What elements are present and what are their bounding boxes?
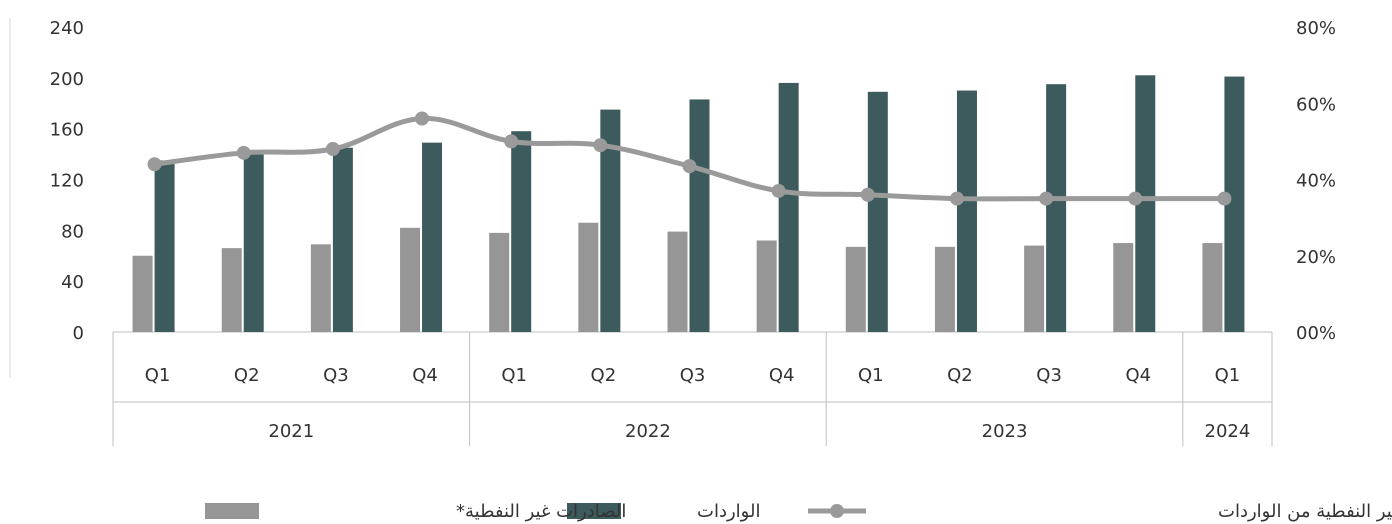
bar-non-oil-exports (934, 246, 955, 332)
ratio-point (1039, 191, 1054, 206)
bar-imports (1135, 75, 1156, 333)
ratio-point (593, 138, 608, 153)
right-tick-label: 40% (1296, 171, 1336, 192)
left-tick-label: 200 (50, 69, 84, 90)
left-tick-label: 0 (73, 323, 84, 344)
legend-label-ratio: نسبة الصادرات غير النفطية من الواردات (1218, 501, 1392, 522)
ratio-point (147, 157, 162, 172)
ratio-point (860, 187, 875, 202)
right-tick-label: 00% (1296, 323, 1336, 344)
bar-imports (689, 99, 710, 332)
bar-non-oil-exports (1202, 243, 1223, 332)
bar-imports (778, 82, 799, 333)
bar-non-oil-exports (756, 240, 777, 332)
bar-imports (867, 91, 888, 332)
ratio-point (771, 183, 786, 198)
quarter-label: Q1 (501, 365, 527, 386)
bar-non-oil-exports (1024, 245, 1045, 332)
left-tick-label: 160 (50, 120, 84, 141)
year-label: 2023 (982, 421, 1028, 442)
category-axis: Q1 Q2 Q3 Q4 Q1 Q2 Q3 Q4 Q1 Q2 Q3 Q4 Q1 2021 2022 2023 20… (145, 332, 1251, 446)
quarter-label: Q3 (323, 365, 349, 386)
bar-non-oil-exports (578, 222, 599, 332)
bar-imports (243, 152, 264, 332)
left-tick-label: 240 (50, 18, 84, 39)
bar-non-oil-exports (1113, 243, 1134, 332)
legend: نسبة الصادرات غير النفطية من الواردات الو… (205, 501, 1392, 522)
bar-non-oil-exports (132, 255, 153, 332)
ratio-point (325, 142, 340, 156)
legend-label-imports: الواردات (697, 501, 760, 522)
bars (132, 75, 1245, 333)
ratio-point (682, 159, 697, 174)
bar-imports (154, 160, 175, 332)
ratio-point (1128, 191, 1143, 206)
legend-marker-ratio (830, 504, 844, 518)
quarter-label: Q1 (145, 365, 171, 386)
legend-label-exports: الصادرات غير النفطية* (456, 501, 626, 522)
year-label: 2024 (1205, 421, 1251, 442)
year-label: 2022 (625, 421, 671, 442)
ratio-line (147, 111, 1232, 206)
quarter-label: Q1 (858, 365, 884, 386)
bar-imports (422, 142, 443, 332)
bar-non-oil-exports (667, 231, 688, 332)
legend-swatch-exports (205, 503, 259, 519)
quarter-label: Q2 (234, 365, 260, 386)
bar-imports (1224, 76, 1245, 332)
bar-imports (511, 131, 532, 332)
quarter-label: Q3 (1036, 365, 1062, 386)
ratio-point (1217, 191, 1232, 206)
bar-non-oil-exports (310, 244, 331, 332)
quarter-label: Q2 (591, 365, 617, 386)
right-tick-label: 60% (1296, 94, 1336, 115)
right-tick-label: 80% (1296, 18, 1336, 39)
ratio-point (236, 145, 251, 160)
ratio-point (949, 191, 964, 206)
bar-imports (1046, 84, 1067, 332)
quarter-label: Q1 (1215, 365, 1241, 386)
bar-non-oil-exports (400, 227, 421, 332)
quarter-label: Q4 (412, 365, 438, 386)
left-tick-label: 80 (61, 221, 84, 242)
quarter-label: Q3 (680, 365, 706, 386)
left-axis: 0 40 80 120 160 200 240 (9, 18, 84, 378)
quarter-label: Q4 (1125, 365, 1151, 386)
bar-non-oil-exports (845, 246, 866, 332)
right-axis: 00% 20% 40% 60% 80% (1296, 18, 1336, 344)
bar-non-oil-exports (489, 232, 510, 332)
quarter-label: Q4 (769, 365, 795, 386)
ratio-point (415, 111, 430, 126)
bar-imports (332, 147, 353, 332)
ratio-point (504, 134, 519, 149)
bar-imports (956, 90, 977, 333)
quarter-label: Q2 (947, 365, 973, 386)
bar-imports (600, 109, 621, 333)
legend-swatch-imports (567, 503, 621, 519)
left-tick-label: 120 (50, 171, 84, 192)
right-tick-label: 20% (1296, 247, 1336, 268)
left-tick-label: 40 (61, 272, 84, 293)
bar-non-oil-exports (221, 248, 242, 332)
year-label: 2021 (268, 421, 314, 442)
